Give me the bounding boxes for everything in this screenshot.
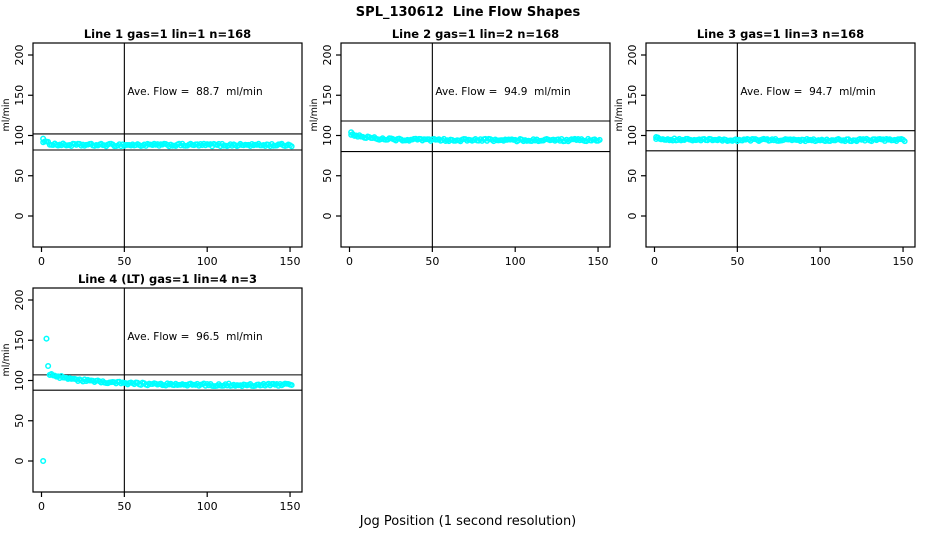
y-tick-label: 50 [626, 169, 639, 183]
y-tick-label: 0 [13, 213, 26, 220]
y-tick-label: 100 [13, 125, 26, 146]
x-tick-label: 0 [651, 255, 658, 268]
panel-3-title: Line 3 gas=1 lin=3 n=168 [696, 27, 865, 41]
panel-1-ave-flow-annotation: Ave. Flow = 88.7 ml/min [127, 86, 263, 98]
x-tick-label: 100 [810, 255, 831, 268]
panel-2: 0 50 100 150 0 50 100 150 200 ml/min [309, 42, 611, 268]
x-tick-label: 0 [38, 500, 45, 513]
y-tick-label: 50 [13, 169, 26, 183]
x-tick-label: 50 [117, 255, 131, 268]
y-tick-label: 200 [626, 45, 639, 66]
y-tick-label: 0 [626, 213, 639, 220]
panel-1-points [40, 135, 295, 150]
x-tick-label: 0 [346, 255, 353, 268]
x-tick-label: 150 [893, 255, 914, 268]
figure-x-axis-label: Jog Position (1 second resolution) [359, 514, 577, 529]
panel-2-ave-flow-annotation: Ave. Flow = 94.9 ml/min [435, 86, 571, 98]
panel-3-box [645, 42, 916, 248]
panel-4-ave-flow-annotation: Ave. Flow = 96.5 ml/min [127, 331, 263, 343]
panel-1-title: Line 1 gas=1 lin=1 n=168 [83, 27, 252, 41]
y-axis-label: ml/min [1, 343, 12, 376]
y-tick-label: 150 [13, 85, 26, 106]
y-axis-label: ml/min [614, 98, 625, 131]
panel-4: 0 50 100 150 0 50 100 150 200 ml/min [1, 287, 303, 513]
panel-3-points [653, 134, 908, 145]
data-point [45, 362, 52, 370]
data-point [40, 457, 47, 465]
y-tick-label: 200 [321, 45, 334, 66]
y-axis-label: ml/min [309, 98, 320, 131]
y-tick-label: 150 [13, 330, 26, 351]
y-axis-label: ml/min [1, 98, 12, 131]
panel-4-title: Line 4 (LT) gas=1 lin=4 n=3 [77, 272, 258, 286]
x-tick-label: 0 [38, 255, 45, 268]
data-point [288, 382, 295, 389]
panel-1: 0 50 100 150 0 50 100 150 200 ml/min [1, 42, 303, 268]
x-tick-label: 50 [425, 255, 439, 268]
panel-3: 0 50 100 150 0 50 100 150 200 ml/min [614, 42, 916, 268]
y-tick-label: 200 [13, 290, 26, 311]
data-point [43, 335, 50, 342]
x-tick-label: 50 [730, 255, 744, 268]
x-tick-label: 150 [280, 500, 301, 513]
panel-4-points [40, 335, 295, 465]
x-tick-label: 50 [117, 500, 131, 513]
x-tick-label: 150 [588, 255, 609, 268]
y-tick-label: 50 [321, 169, 334, 183]
y-tick-label: 100 [321, 125, 334, 146]
y-tick-label: 0 [13, 458, 26, 465]
panel-1-box [32, 42, 303, 248]
y-tick-label: 150 [321, 85, 334, 106]
x-tick-label: 100 [505, 255, 526, 268]
data-point [901, 138, 908, 145]
y-tick-label: 200 [13, 45, 26, 66]
x-tick-label: 150 [280, 255, 301, 268]
y-tick-label: 100 [626, 125, 639, 146]
y-tick-label: 0 [321, 213, 334, 220]
y-tick-label: 150 [626, 85, 639, 106]
x-tick-label: 100 [197, 500, 218, 513]
figure-title: SPL_130612 Line Flow Shapes [355, 5, 581, 20]
panel-2-title: Line 2 gas=1 lin=2 n=168 [391, 27, 560, 41]
panel-3-ave-flow-annotation: Ave. Flow = 94.7 ml/min [740, 86, 876, 98]
panel-2-box [340, 42, 611, 248]
data-point [596, 136, 603, 143]
data-point [288, 143, 295, 150]
y-tick-label: 50 [13, 414, 26, 428]
x-tick-label: 100 [197, 255, 218, 268]
y-tick-label: 100 [13, 370, 26, 391]
panel-2-points [348, 129, 603, 145]
